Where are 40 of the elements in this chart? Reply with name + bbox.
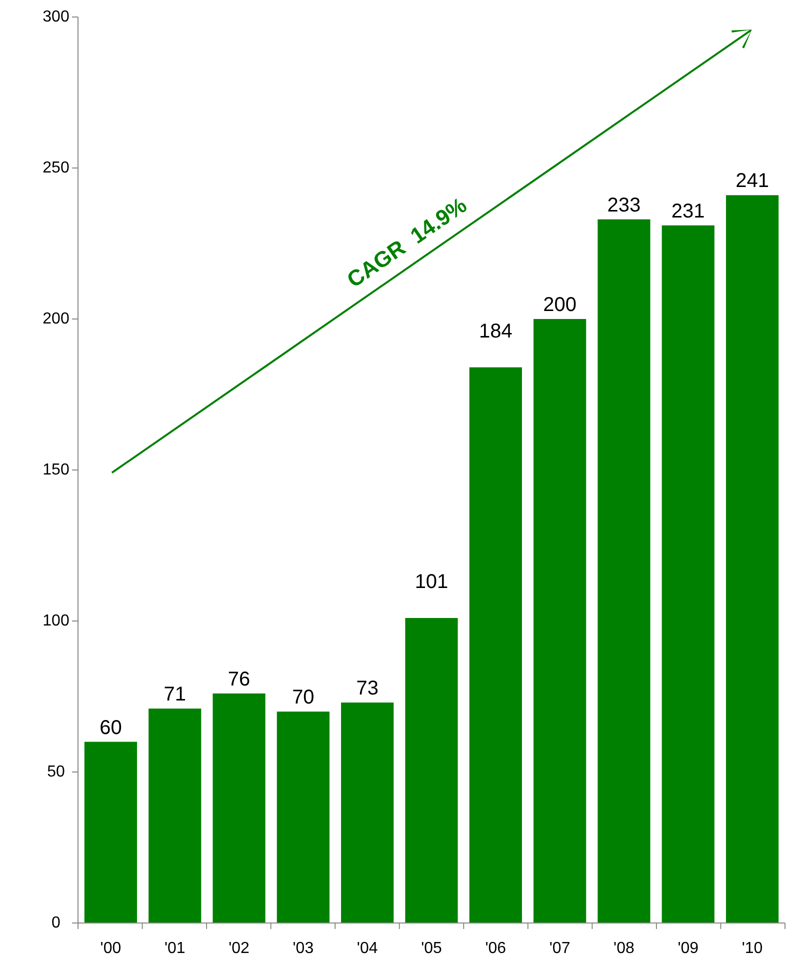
data-label: 233 [607,194,641,216]
x-tick-label: '02 [228,940,250,957]
x-tick-label: '01 [164,940,186,957]
bar [598,219,650,923]
x-tick-label: '09 [678,940,699,957]
x-tick-label: '06 [485,940,506,957]
bar [276,712,330,923]
y-tick-label: 250 [42,160,70,176]
bar [148,708,202,923]
bar [662,225,714,923]
data-label: 231 [671,200,705,222]
bar [534,319,586,923]
bar [341,702,394,923]
x-tick-label: '03 [292,940,314,957]
bar [212,693,266,923]
x-tick-label: '05 [421,940,442,957]
y-tick-label: 0 [52,914,61,932]
bar [469,367,522,923]
y-tick-label: 150 [42,462,70,478]
bar [726,195,779,923]
x-tick-label: '04 [356,940,378,957]
x-tick-label: '00 [100,940,122,957]
x-tick-label: '08 [614,940,634,957]
data-label: 184 [478,320,512,342]
bar [405,618,458,923]
data-label: 101 [414,570,448,593]
bar [84,742,138,923]
data-label: 70 [292,686,314,709]
y-tick-label: 100 [42,612,70,630]
data-label: 241 [736,170,769,192]
data-label: 73 [356,678,378,700]
y-tick-label: 200 [42,310,70,328]
data-label: 71 [164,684,186,706]
data-label: 76 [228,668,250,690]
x-tick-label: '07 [549,940,570,957]
x-tick-label: '10 [742,940,763,957]
y-tick-label: 50 [47,764,65,780]
data-label: 60 [100,716,122,739]
data-label: 200 [543,294,576,316]
y-tick-label: 300 [42,8,70,26]
